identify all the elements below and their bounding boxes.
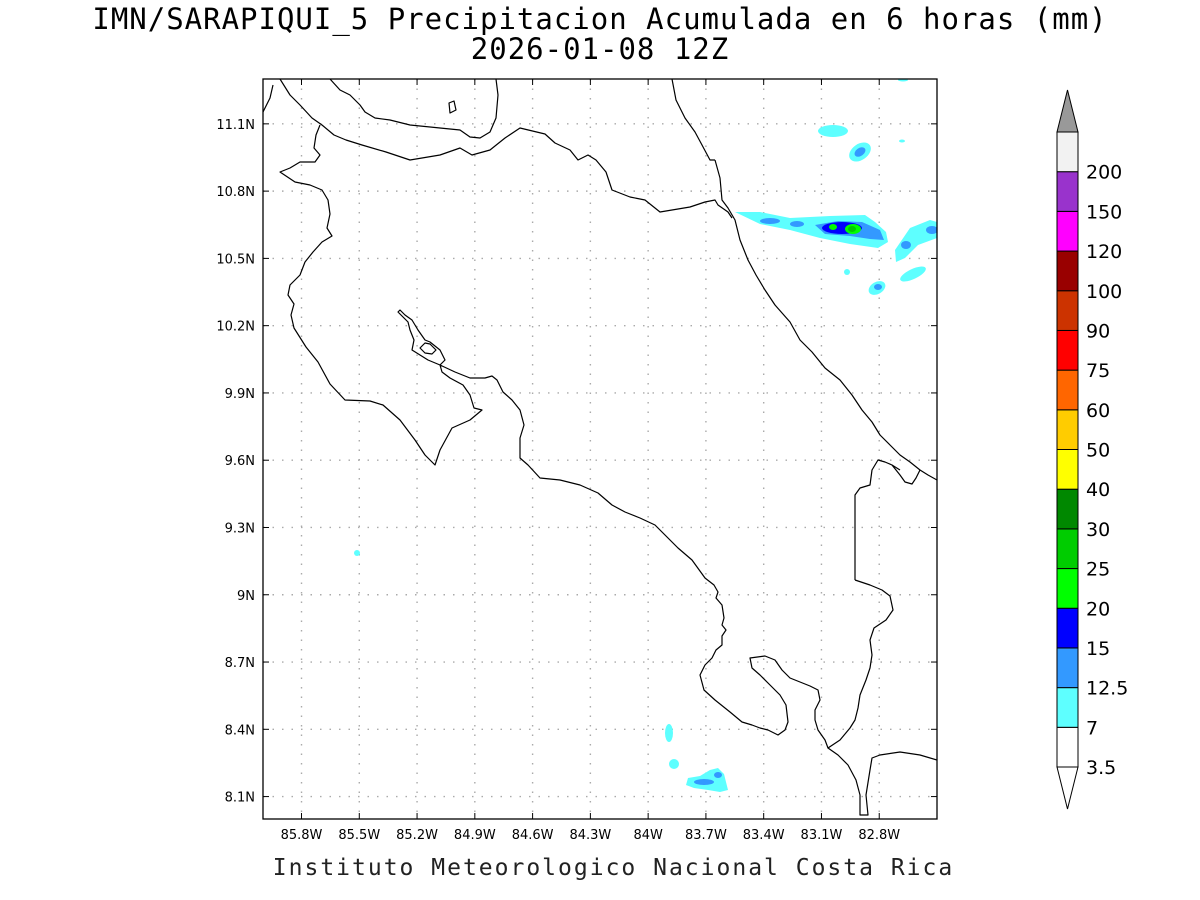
coastlines	[263, 79, 937, 816]
colorbar-swatch	[1056, 131, 1079, 173]
lat-tick-label: 9.3N	[225, 521, 255, 536]
lat-tick-label: 10.5N	[216, 252, 255, 267]
precip-blob	[714, 772, 722, 778]
colorbar-label: 12.5	[1086, 678, 1128, 700]
lake-feature	[419, 342, 437, 355]
colorbar-swatch	[1056, 210, 1079, 252]
nicaragua-pacific-coast	[329, 79, 499, 139]
colorbar-label: 200	[1086, 162, 1122, 184]
precip-blob	[874, 284, 882, 290]
colorbar-swatch	[1056, 528, 1079, 570]
precip-blob	[899, 139, 905, 143]
lat-tick-label: 9.9N	[225, 387, 255, 402]
colorbar-swatch	[1056, 449, 1079, 490]
lake-island	[448, 100, 457, 114]
precip-blob	[844, 269, 850, 275]
nicaragua-border	[279, 79, 733, 219]
colorbar-lower-arrow	[1056, 766, 1079, 810]
colorbar-label: 40	[1086, 479, 1110, 501]
precip-blob	[760, 218, 780, 224]
graticule	[263, 79, 937, 819]
colorbar: 3.5 7 12.5 15 20 25 30 40 50 60 75 90 100 120 150 200	[1056, 89, 1128, 810]
lon-tick-label: 85.2W	[396, 828, 438, 843]
precip-blob	[790, 221, 804, 227]
lon-tick-label: 84.6W	[512, 828, 554, 843]
colorbar-label: 75	[1086, 360, 1110, 382]
precip-blob	[694, 779, 714, 785]
lon-tick-label: 83.4W	[743, 828, 785, 843]
precip-blob	[901, 241, 911, 249]
footer-credit: Instituto Meteorologico Nacional Costa R…	[272, 855, 955, 881]
colorbar-label: 120	[1086, 241, 1122, 263]
chart-title-line1: IMN/SARAPIQUI_5 Precipitacion Acumulada …	[92, 2, 1108, 36]
lon-tick-label: 85.5W	[338, 828, 380, 843]
lat-tick-label: 9.6N	[225, 454, 255, 469]
lat-tick-label: 11.1N	[216, 118, 255, 133]
lat-tick-label: 8.7N	[225, 656, 255, 671]
colorbar-swatch	[1056, 329, 1079, 371]
precip-blob	[926, 226, 937, 234]
colorbar-label: 30	[1086, 519, 1110, 541]
lat-tick-label: 9N	[237, 589, 255, 604]
colorbar-swatch	[1056, 290, 1079, 331]
lat-tick-label: 10.2N	[216, 320, 255, 335]
caribbean-coast-north	[671, 79, 715, 161]
colorbar-swatch	[1056, 250, 1079, 292]
lon-tick-label: 82.8W	[858, 828, 900, 843]
lat-tick-label: 8.1N	[225, 791, 255, 806]
colorbar-label: 100	[1086, 281, 1122, 303]
map-frame	[262, 78, 938, 820]
colorbar-label: 7	[1086, 717, 1098, 739]
colorbar-swatch	[1056, 369, 1079, 411]
colorbar-swatch	[1056, 726, 1079, 768]
colorbar-upper-arrow	[1056, 89, 1079, 133]
lon-tick-label: 84.3W	[569, 828, 611, 843]
lat-tick-label: 10.8N	[216, 185, 255, 200]
panama-coast-upper	[891, 464, 901, 471]
nicaragua-coast-south	[263, 84, 274, 113]
lon-tick-label: 84W	[633, 828, 663, 843]
precip-blob	[354, 550, 360, 556]
colorbar-swatch	[1056, 687, 1079, 728]
burica-peninsula	[827, 747, 937, 816]
lon-tick-label: 83.1W	[801, 828, 843, 843]
panama-border	[854, 459, 937, 580]
colorbar-label: 50	[1086, 440, 1110, 462]
precipitation-contours	[354, 79, 937, 792]
lon-tick-label: 83.7W	[685, 828, 727, 843]
colorbar-label: 20	[1086, 598, 1110, 620]
colorbar-label: 25	[1086, 559, 1110, 581]
caribbean-coast	[714, 159, 921, 471]
colorbar-swatch	[1056, 171, 1079, 212]
colorbar-label: 60	[1086, 400, 1110, 422]
precip-blob	[900, 266, 926, 282]
colorbar-swatch	[1056, 488, 1079, 530]
lon-tick-label: 85.8W	[281, 828, 323, 843]
colorbar-label: 90	[1086, 320, 1110, 342]
precip-blob	[818, 125, 848, 137]
precip-blob	[829, 224, 837, 230]
precip-blob	[848, 226, 856, 232]
lat-tick-label: 8.4N	[225, 723, 255, 738]
precip-blob	[854, 147, 866, 157]
precip-blob	[669, 759, 679, 769]
colorbar-swatch	[1056, 647, 1079, 689]
lon-tick-label: 84.9W	[454, 828, 496, 843]
colorbar-swatch	[1056, 568, 1079, 609]
chart-title-line2: 2026-01-08 12Z	[470, 32, 730, 66]
colorbar-label: 150	[1086, 201, 1122, 223]
pacific-coast-guanacaste	[279, 124, 894, 749]
colorbar-swatch	[1056, 409, 1079, 450]
colorbar-label: 3.5	[1086, 757, 1116, 779]
axis-ticks: 85.8W 85.5W 85.2W 84.9W 84.6W 84.3W 84W 83.7W 83…	[216, 79, 937, 843]
colorbar-label: 15	[1086, 638, 1110, 660]
precip-blob	[665, 724, 673, 742]
colorbar-swatch	[1056, 607, 1079, 649]
